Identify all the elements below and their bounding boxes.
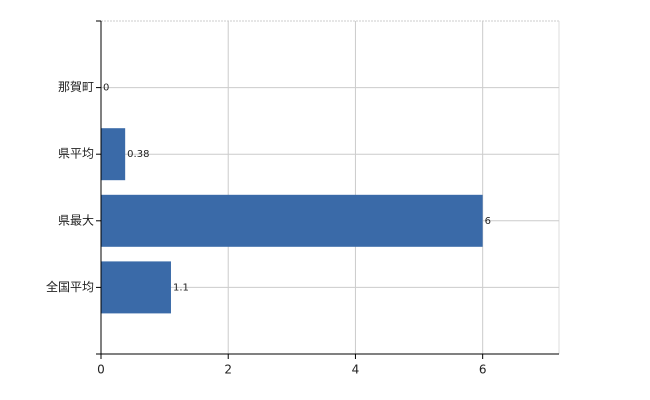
- value-label: 0: [103, 83, 109, 94]
- y-tick-label: 県平均: [58, 147, 94, 161]
- bar: [101, 261, 171, 314]
- value-label: 0.38: [127, 149, 149, 160]
- y-tick-label: 全国平均: [46, 279, 94, 294]
- value-label: 6: [485, 216, 491, 227]
- x-tick-label: 6: [479, 363, 487, 377]
- value-label: 1.1: [173, 282, 189, 293]
- x-tick-label: 4: [352, 363, 360, 377]
- y-tick-label: 那賀町: [58, 80, 94, 94]
- bar: [101, 128, 126, 181]
- x-tick-label: 2: [224, 363, 232, 377]
- bar: [101, 194, 483, 247]
- y-tick-label: 県最大: [58, 213, 94, 227]
- x-tick-label: 0: [97, 363, 105, 377]
